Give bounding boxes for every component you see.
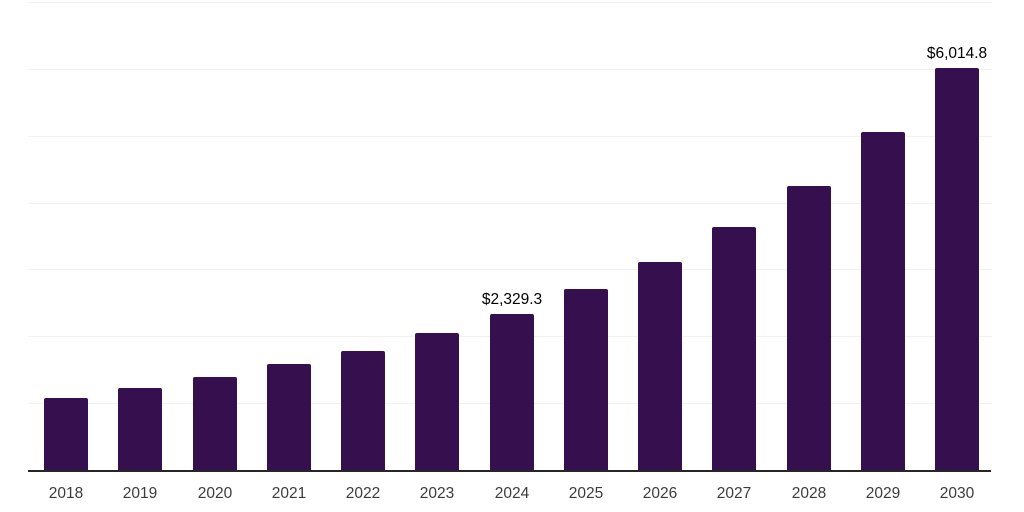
x-tick-label-2026: 2026: [642, 485, 678, 502]
bar-value-label-2030: $6,014.8: [926, 45, 988, 62]
x-tick-label-2029: 2029: [865, 485, 901, 502]
gridline-5000: [28, 136, 992, 137]
bar-2027: [712, 227, 756, 470]
x-tick-label-2021: 2021: [271, 485, 307, 502]
x-tick-label-2019: 2019: [122, 485, 158, 502]
bar-2021: [267, 364, 311, 470]
gridline-4000: [28, 203, 992, 204]
bar-2022: [341, 351, 385, 470]
x-tick-label-2022: 2022: [345, 485, 381, 502]
bar-2029: [861, 132, 905, 470]
bar-2023: [415, 333, 459, 470]
bar-value-label-2024: $2,329.3: [481, 291, 543, 308]
x-tick-label-2023: 2023: [419, 485, 455, 502]
bar-2020: [193, 377, 237, 470]
x-tick-label-2028: 2028: [791, 485, 827, 502]
bar-2018: [44, 398, 88, 470]
bar-2026: [638, 262, 682, 470]
bar-2024: [490, 314, 534, 470]
bar-2025: [564, 289, 608, 470]
bar-2019: [118, 388, 162, 470]
x-tick-label-2024: 2024: [494, 485, 530, 502]
x-tick-label-2018: 2018: [48, 485, 84, 502]
x-tick-label-2025: 2025: [568, 485, 604, 502]
bar-2030: [935, 68, 979, 470]
gridline-3000: [28, 269, 992, 270]
x-tick-label-2030: 2030: [939, 485, 975, 502]
x-tick-label-2020: 2020: [197, 485, 233, 502]
x-tick-label-2027: 2027: [716, 485, 752, 502]
bar-2028: [787, 186, 831, 470]
gridline-7000: [28, 2, 992, 3]
x-axis-line: [28, 470, 991, 472]
gridline-6000: [28, 69, 992, 70]
